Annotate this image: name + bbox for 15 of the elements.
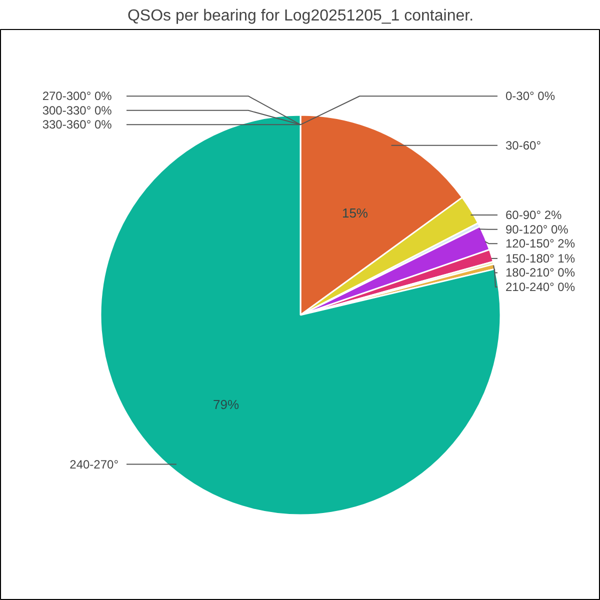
chart-title: QSOs per bearing for Log20251205_1 container. (127, 8, 474, 24)
slice-label: 210-240° 0% (506, 280, 576, 294)
slice-label: 120-150° 2% (506, 236, 576, 251)
category-label: 300-330° 0% (42, 103, 112, 118)
category-label: 0-30° 0% (506, 89, 555, 104)
slice-label: 30-60° (506, 138, 542, 152)
slice-label: 150-180° 1% (506, 251, 576, 266)
slice-label: 240-270° (70, 457, 119, 472)
slice-label: 180-210° 0% (506, 266, 576, 280)
category-label: 270-300° 0% (42, 89, 112, 104)
category-label: 330-360° 0% (42, 118, 112, 132)
slice-label: 90-120° 0% (506, 222, 569, 236)
slice-label: 60-90° 2% (506, 208, 562, 222)
data-label: 15% (342, 206, 368, 221)
data-label: 79% (213, 397, 240, 412)
